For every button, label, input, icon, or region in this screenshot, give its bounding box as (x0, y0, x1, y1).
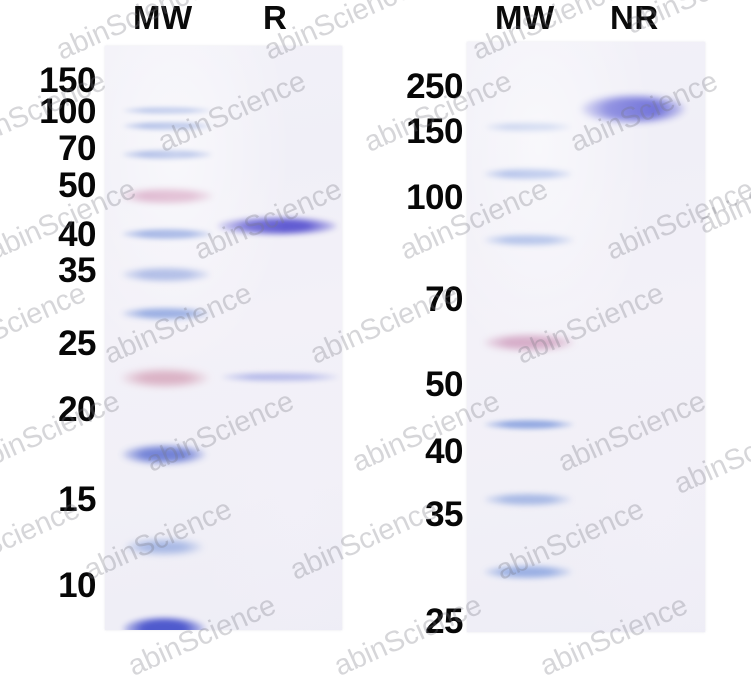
mw-tick-label: 150 (406, 112, 463, 151)
mw-tick-label: 15 (58, 480, 96, 519)
mw-tick-label: 50 (425, 365, 463, 404)
mw-tick-label: 40 (58, 215, 96, 254)
mw-tick-label: 25 (58, 324, 96, 363)
mw-tick-label: 100 (39, 92, 96, 131)
gel-band (125, 540, 203, 554)
mw-tick-label: 25 (425, 602, 463, 641)
gel-band (484, 566, 572, 578)
reduced-panel-gel (105, 46, 342, 630)
gel-band (484, 169, 572, 179)
mw-tick-label: 100 (406, 178, 463, 217)
mw-tick-label: 20 (58, 390, 96, 429)
mw-tick-label: 150 (39, 61, 96, 100)
mw-tick-label: 70 (425, 280, 463, 319)
mw-tick-label: 10 (58, 566, 96, 605)
mw-tick-label: 35 (425, 495, 463, 534)
gel-band (122, 229, 212, 239)
mw-tick-label: 250 (406, 67, 463, 106)
gel-band (484, 494, 572, 505)
mw-lane-label: MW (133, 0, 193, 36)
gel-band (484, 235, 574, 245)
gel-band (122, 150, 212, 159)
mw-tick-label: 40 (425, 432, 463, 471)
mw-tick-label: 50 (58, 166, 96, 205)
gel-band (122, 268, 210, 281)
gel-band (484, 335, 574, 350)
gel-band (485, 123, 571, 131)
gel-band (123, 107, 211, 114)
gel-band (581, 96, 685, 122)
mw-tick-label: 70 (58, 129, 96, 168)
sample-lane-label: R (263, 0, 288, 36)
gel-band (217, 218, 337, 234)
mw-tick-label: 35 (58, 251, 96, 290)
mw-lane-label: MW (495, 0, 555, 36)
sample-lane-label: NR (610, 0, 659, 36)
non-reduced-panel-gel (467, 42, 705, 632)
gel-band (484, 420, 574, 429)
